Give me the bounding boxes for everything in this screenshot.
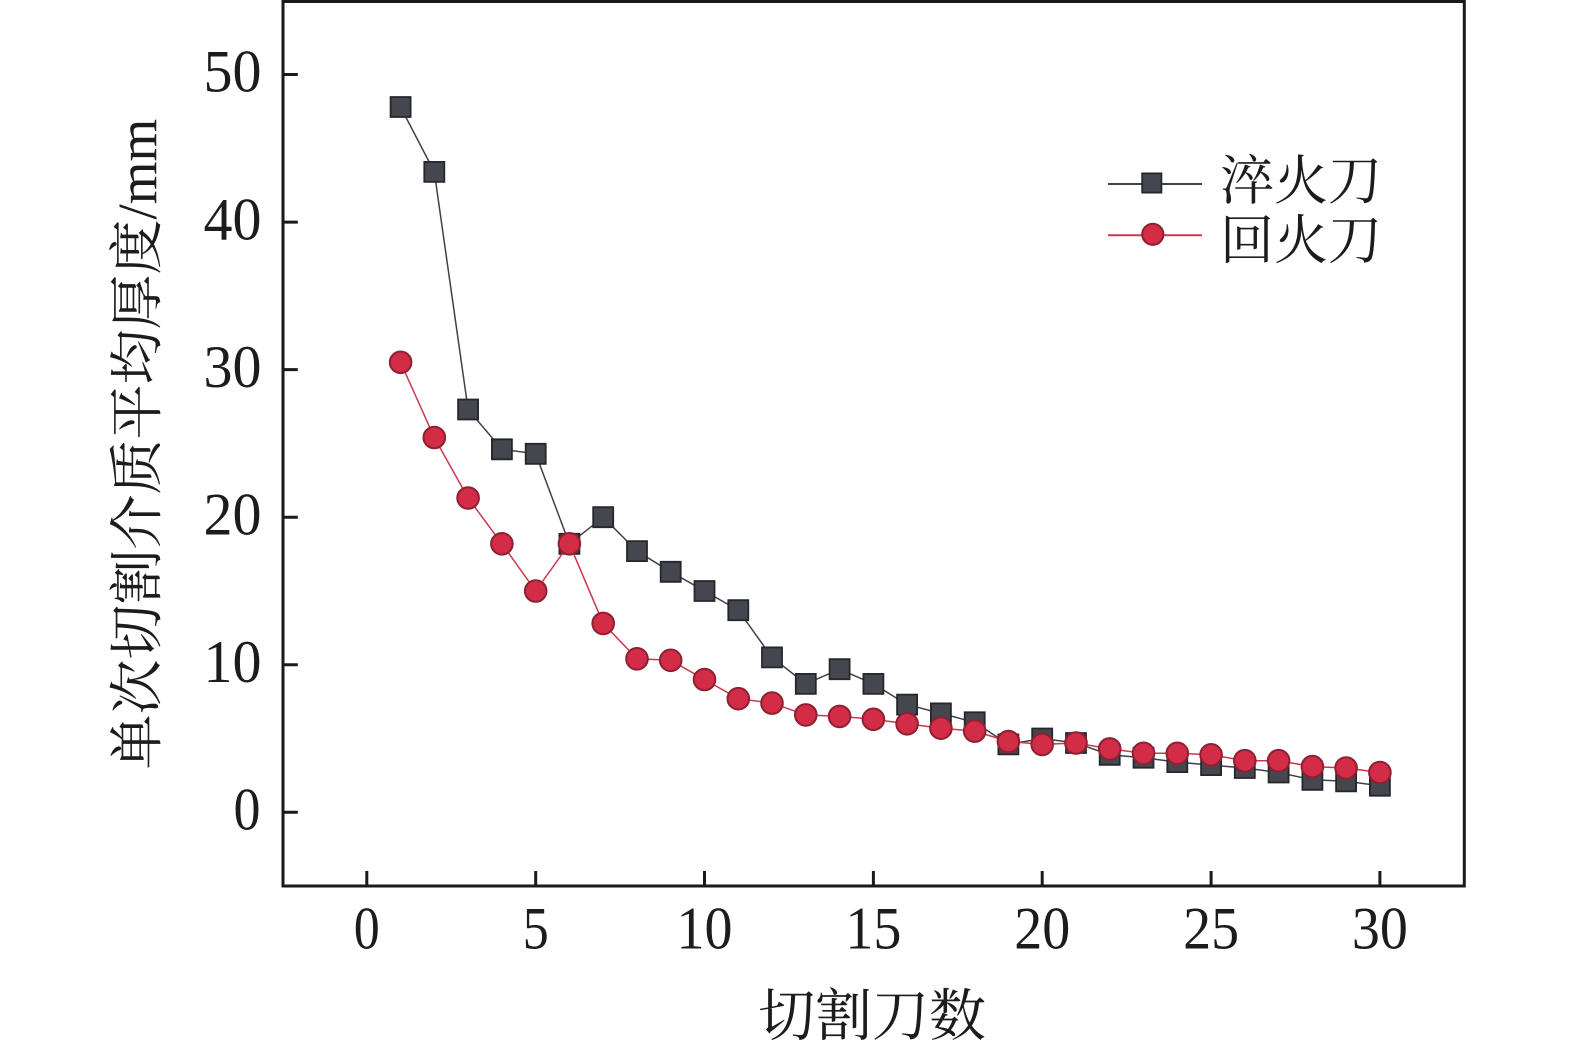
svg-text:50: 50 (204, 39, 262, 105)
svg-text:10: 10 (677, 896, 733, 962)
svg-text:40: 40 (204, 186, 262, 252)
svg-text:5: 5 (523, 896, 549, 962)
svg-text:/mm: /mm (107, 119, 168, 220)
svg-text:15: 15 (845, 896, 901, 962)
svg-text:25: 25 (1183, 896, 1239, 962)
svg-text:0: 0 (354, 896, 380, 962)
svg-text:30: 30 (1352, 896, 1408, 962)
svg-text:20: 20 (1014, 896, 1070, 962)
svg-text:10: 10 (204, 629, 262, 695)
svg-text:30: 30 (204, 334, 262, 400)
svg-text:20: 20 (204, 481, 262, 547)
svg-text:0: 0 (234, 777, 261, 843)
